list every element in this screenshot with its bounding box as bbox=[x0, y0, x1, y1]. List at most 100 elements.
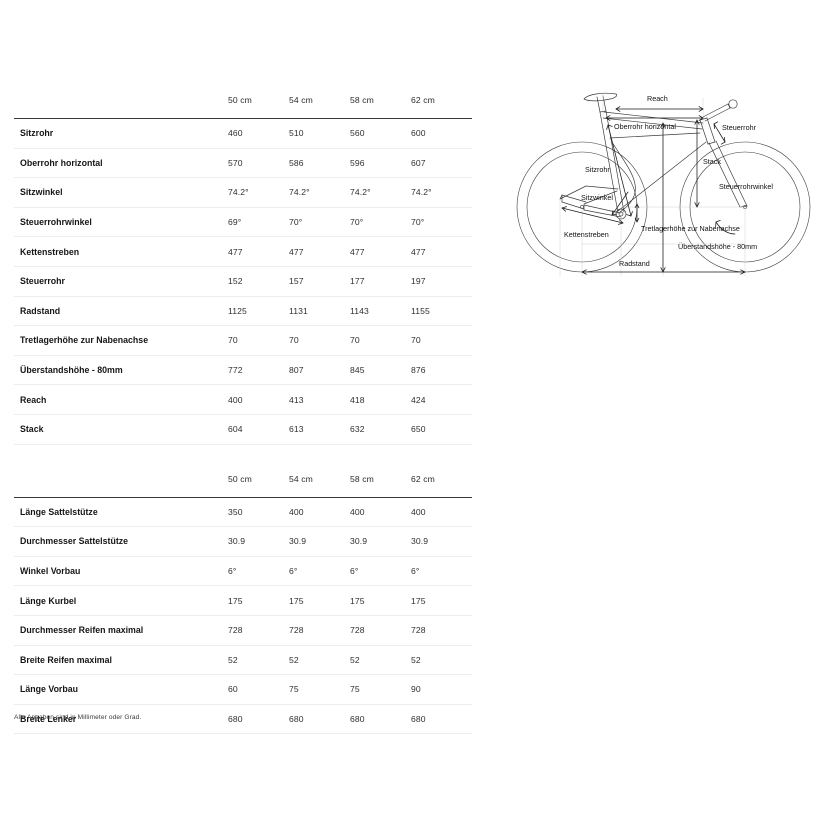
label-wheelbase: Radstand bbox=[619, 259, 650, 268]
label-seat-tube: Sitzrohr bbox=[585, 165, 610, 174]
column-header-size-58: 58 cm bbox=[350, 88, 411, 119]
units-footnote: Alle Angaben sind in Millimeter oder Gra… bbox=[14, 714, 142, 721]
row-value: 400 bbox=[350, 497, 411, 528]
bicycle-geometry-diagram: Reach Oberrohr horizontal Steuerrohr Sta… bbox=[500, 76, 825, 286]
row-value: 632 bbox=[350, 414, 411, 445]
column-header-size-50: 50 cm bbox=[228, 466, 289, 498]
table-row: Sitzwinkel 74.2° 74.2° 74.2° 74.2° bbox=[14, 177, 472, 208]
row-value: 197 bbox=[411, 266, 472, 297]
dimension-arrows bbox=[561, 106, 746, 275]
row-value: 728 bbox=[350, 615, 411, 646]
table-row: Länge Kurbel 175 175 175 175 bbox=[14, 585, 472, 616]
row-value: 1131 bbox=[289, 296, 350, 327]
row-value: 70° bbox=[411, 207, 472, 238]
row-value: 728 bbox=[228, 615, 289, 646]
row-value: 1125 bbox=[228, 296, 289, 327]
row-label: Kettenstreben bbox=[14, 236, 228, 267]
row-value: 175 bbox=[289, 585, 350, 616]
row-value: 52 bbox=[228, 645, 289, 676]
row-value: 157 bbox=[289, 266, 350, 297]
row-value: 418 bbox=[350, 384, 411, 415]
row-value: 604 bbox=[228, 414, 289, 445]
row-value: 6° bbox=[350, 556, 411, 587]
column-header-size-50: 50 cm bbox=[228, 88, 289, 119]
table-row: Stack 604 613 632 650 bbox=[14, 414, 472, 445]
row-value: 876 bbox=[411, 355, 472, 386]
row-label: Winkel Vorbau bbox=[14, 556, 228, 587]
label-seat-angle: Sitzwinkel bbox=[581, 193, 613, 202]
row-value: 70° bbox=[289, 207, 350, 238]
table-row: Kettenstreben 477 477 477 477 bbox=[14, 236, 472, 267]
label-head-tube: Steuerrohr bbox=[722, 123, 757, 132]
row-value: 613 bbox=[289, 414, 350, 445]
row-label: Stack bbox=[14, 414, 228, 445]
row-value: 424 bbox=[411, 384, 472, 415]
row-value: 400 bbox=[289, 497, 350, 528]
row-value: 6° bbox=[228, 556, 289, 587]
table-row: Länge Vorbau 60 75 75 90 bbox=[14, 674, 472, 705]
table-row: Reach 400 413 418 424 bbox=[14, 384, 472, 415]
row-value: 6° bbox=[289, 556, 350, 587]
column-header-size-62: 62 cm bbox=[411, 88, 472, 119]
row-value: 400 bbox=[228, 384, 289, 415]
row-value: 75 bbox=[289, 674, 350, 705]
row-value: 30.9 bbox=[350, 526, 411, 557]
row-value: 772 bbox=[228, 355, 289, 386]
column-header-size-54: 54 cm bbox=[289, 466, 350, 498]
label-standover: Überstandshöhe - 80mm bbox=[678, 242, 757, 251]
row-label: Steuerrohrwinkel bbox=[14, 207, 228, 238]
table-row: Durchmesser Reifen maximal 728 728 728 7… bbox=[14, 615, 472, 646]
row-label: Radstand bbox=[14, 296, 228, 327]
row-label: Sitzrohr bbox=[14, 118, 228, 149]
row-value: 680 bbox=[228, 704, 289, 735]
row-value: 600 bbox=[411, 118, 472, 149]
row-value: 728 bbox=[411, 615, 472, 646]
row-value: 70° bbox=[350, 207, 411, 238]
row-label: Durchmesser Sattelstütze bbox=[14, 526, 228, 557]
row-value: 30.9 bbox=[289, 526, 350, 557]
table-row: Tretlagerhöhe zur Nabenachse 70 70 70 70 bbox=[14, 325, 472, 356]
row-value: 75 bbox=[350, 674, 411, 705]
row-label: Steuerrohr bbox=[14, 266, 228, 297]
table-row: Steuerrohrwinkel 69° 70° 70° 70° bbox=[14, 207, 472, 238]
row-value: 1143 bbox=[350, 296, 411, 327]
row-value: 30.9 bbox=[411, 526, 472, 557]
table-row: Durchmesser Sattelstütze 30.9 30.9 30.9 … bbox=[14, 526, 472, 557]
row-value: 650 bbox=[411, 414, 472, 445]
label-reach: Reach bbox=[647, 94, 668, 103]
row-value: 90 bbox=[411, 674, 472, 705]
row-value: 477 bbox=[228, 236, 289, 267]
label-stack: Stack bbox=[703, 157, 721, 166]
row-value: 74.2° bbox=[411, 177, 472, 208]
row-value: 680 bbox=[289, 704, 350, 735]
row-value: 400 bbox=[411, 497, 472, 528]
table-row: Steuerrohr 152 157 177 197 bbox=[14, 266, 472, 297]
geometry-tables-region: 50 cm 54 cm 58 cm 62 cm Sitzrohr 460 510… bbox=[14, 88, 472, 735]
row-value: 6° bbox=[411, 556, 472, 587]
column-header-blank bbox=[14, 88, 228, 119]
row-label: Oberrohr horizontal bbox=[14, 148, 228, 179]
row-value: 680 bbox=[350, 704, 411, 735]
row-value: 52 bbox=[411, 645, 472, 676]
row-value: 607 bbox=[411, 148, 472, 179]
row-value: 477 bbox=[411, 236, 472, 267]
frame-geometry-table: 50 cm 54 cm 58 cm 62 cm Sitzrohr 460 510… bbox=[14, 88, 472, 445]
row-value: 70 bbox=[228, 325, 289, 356]
row-value: 175 bbox=[350, 585, 411, 616]
row-label: Länge Vorbau bbox=[14, 674, 228, 705]
row-value: 477 bbox=[289, 236, 350, 267]
row-value: 680 bbox=[411, 704, 472, 735]
table-row: Breite Lenker 680 680 680 680 bbox=[14, 704, 472, 735]
row-value: 74.2° bbox=[350, 177, 411, 208]
table-header-row: 50 cm 54 cm 58 cm 62 cm bbox=[14, 88, 472, 119]
row-value: 70 bbox=[350, 325, 411, 356]
bicycle-frame bbox=[559, 92, 748, 220]
row-label: Länge Kurbel bbox=[14, 585, 228, 616]
table-row: Sitzrohr 460 510 560 600 bbox=[14, 118, 472, 149]
column-header-size-62: 62 cm bbox=[411, 466, 472, 498]
row-label: Sitzwinkel bbox=[14, 177, 228, 208]
row-value: 70 bbox=[289, 325, 350, 356]
row-value: 510 bbox=[289, 118, 350, 149]
row-value: 560 bbox=[350, 118, 411, 149]
row-value: 350 bbox=[228, 497, 289, 528]
